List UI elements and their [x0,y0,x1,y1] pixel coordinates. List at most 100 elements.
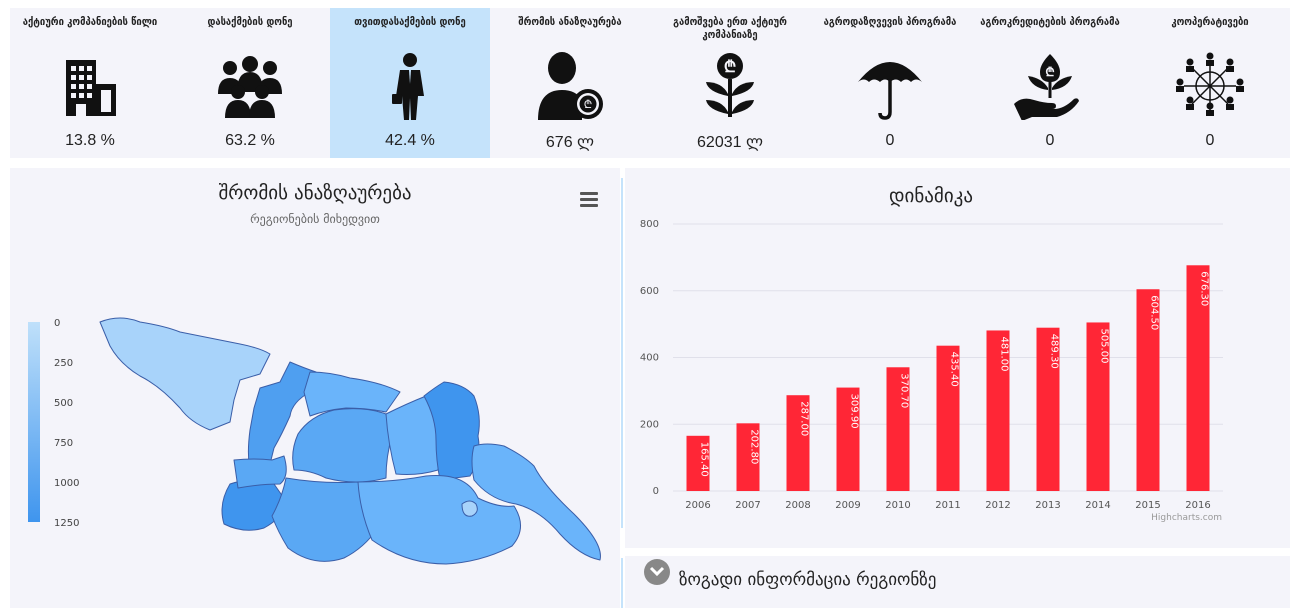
umbrella-icon [852,52,928,120]
tile-output-per-company[interactable]: გამოშვება ერთ აქტიურ კომპანიაზე ₾ 62031 … [650,8,810,158]
map-region-guria[interactable] [233,455,287,489]
region-map[interactable] [90,308,610,598]
chart-bar[interactable] [736,423,760,491]
x-tick-label: 2006 [685,500,710,511]
x-tick-label: 2010 [885,500,910,511]
tile-value: 0 [1205,132,1215,149]
map-subtitle: რეგიონების მიხედვით [250,212,380,226]
tile-value: 13.8 % [65,132,115,149]
legend-label: 500 [54,398,74,409]
legend-label: 0 [54,318,61,329]
hand-plant-icon: ₾ [1012,52,1088,121]
svg-text:₾: ₾ [724,57,736,76]
data-label: 604.50 [1149,295,1160,330]
tile-self-employment[interactable]: თვითდასაქმების დონე 42.4 % [330,8,490,158]
y-tick-label: 600 [640,286,659,297]
map-legend: 0 250 500 750 1000 1250 [28,318,88,529]
data-label: 202.80 [749,429,760,464]
map-title: შრომის ანაზღაურება [218,182,412,204]
x-tick-label: 2008 [785,500,810,511]
legend-label: 1250 [54,518,80,529]
map-panel: შრომის ანაზღაურება რეგიონების მიხედვით 0… [10,168,620,608]
chart-bar[interactable] [1136,289,1160,491]
y-tick-label: 200 [640,419,659,430]
people-group-icon [212,52,288,120]
map-region-kvemo-kartli[interactable] [357,474,521,565]
map-region-kakheti[interactable] [471,443,601,561]
cooperative-network-icon [1172,52,1248,120]
svg-text:₾: ₾ [1045,65,1054,79]
region-info-title: ზოგადი ინფორმაცია რეგიონზე [679,570,937,590]
x-tick-label: 2012 [985,500,1010,511]
chart-bar[interactable] [686,435,710,491]
chart-credits[interactable]: Highcharts.com [1151,513,1222,523]
x-tick-label: 2015 [1135,500,1160,511]
data-label: 370.70 [899,373,910,408]
building-icon [52,52,128,120]
data-label: 309.90 [849,394,860,429]
chart-bar[interactable] [986,330,1010,491]
x-tick-label: 2013 [1035,500,1060,511]
chart-bar[interactable] [786,395,810,491]
tile-employment-level[interactable]: დასაქმების დონე 63.2 % [170,8,330,158]
data-label: 165.40 [699,442,710,477]
data-label: 287.00 [799,401,810,436]
panel-divider [621,558,623,608]
legend-label: 250 [54,358,74,369]
tile-title: გამოშვება ერთ აქტიურ კომპანიაზე [673,16,787,41]
data-label: 435.40 [949,352,960,387]
map-region-mtskheta[interactable] [423,381,480,481]
legend-label: 750 [54,438,74,449]
dynamics-bar-chart: დინამიკა 0 200 400 600 800 165.40 2006 202.80 20… [640,185,1223,511]
svg-text:₾: ₾ [584,98,592,111]
chart-bar[interactable] [836,387,860,491]
map-region-tbilisi[interactable] [461,500,478,517]
data-label: 676.30 [1199,271,1210,306]
x-tick-label: 2011 [935,500,960,511]
expand-toggle-button[interactable] [644,559,670,585]
person-coin-icon: ₾ [532,52,608,120]
x-tick-label: 2007 [735,500,760,511]
data-label: 489.30 [1049,334,1060,369]
tile-value: 0 [885,132,895,149]
chart-bar[interactable] [1086,322,1110,491]
tile-active-companies[interactable]: აქტიური კომპანიების წილი 13.8 % [10,8,170,158]
data-label: 481.00 [999,336,1010,371]
tile-value: 62031 ლ [697,134,763,151]
map-region-imereti[interactable] [292,408,393,483]
tile-title: კოოპერატივები [1171,16,1249,28]
tile-title: თვითდასაქმების დონე [354,16,466,28]
tile-title: აგროდაზღვევის პროგრამა [823,16,957,28]
map-region-racha[interactable] [303,371,401,417]
dynamics-chart-panel: დინამიკა 0 200 400 600 800 165.40 2006 202.80 20… [625,168,1290,548]
tile-value: 63.2 % [225,132,275,149]
hamburger-icon [580,190,598,208]
tile-title: დასაქმების დონე [207,16,293,28]
chart-bar[interactable] [1186,265,1210,491]
region-info-section: ზოგადი ინფორმაცია რეგიონზე [625,556,1290,608]
chart-menu-button[interactable] [576,186,602,212]
tile-labor-remuneration[interactable]: შრომის ანაზღაურება ₾ 676 ლ [490,8,650,158]
tile-agro-insurance[interactable]: აგროდაზღვევის პროგრამა 0 [810,8,970,158]
y-tick-label: 800 [640,219,659,230]
tile-cooperatives[interactable]: კოოპერატივები [1130,8,1290,158]
coin-plant-icon: ₾ [692,52,768,120]
tile-value: 42.4 % [385,132,435,149]
chevron-down-icon [649,566,665,577]
chart-bar[interactable] [936,345,960,491]
y-tick-label: 0 [653,486,659,497]
y-tick-label: 400 [640,353,659,364]
stats-tiles: აქტიური კომპანიების წილი 13.8 % დასაქმებ… [10,8,1290,158]
tile-agro-credit[interactable]: აგროკრედიტების პროგრამა ₾ 0 [970,8,1130,158]
chart-bar[interactable] [886,367,910,491]
tile-value: 676 ლ [545,134,595,151]
businessman-icon [372,52,448,120]
x-tick-label: 2016 [1185,500,1210,511]
data-label: 505.00 [1099,328,1110,363]
tile-value: 0 [1045,132,1055,149]
tile-title: აგროკრედიტების პროგრამა [980,16,1120,28]
legend-color-scale [28,322,40,522]
chart-title: დინამიკა [889,185,973,207]
chart-bar[interactable] [1036,327,1060,491]
map-region-abkhazia[interactable] [99,317,271,431]
